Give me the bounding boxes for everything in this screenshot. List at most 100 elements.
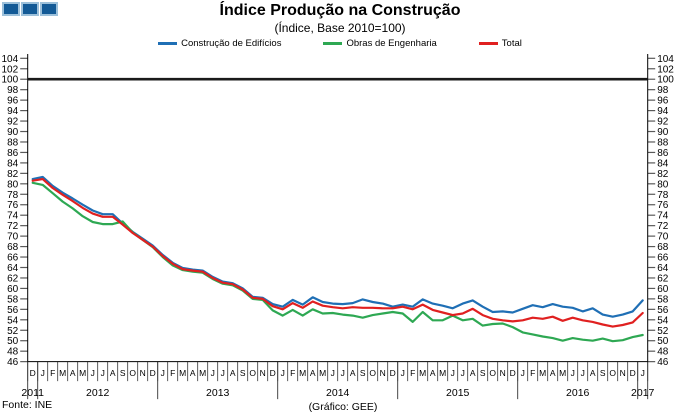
y-tick-label: 60 xyxy=(7,284,19,295)
y-tick-label: 56 xyxy=(7,305,19,316)
line-swatch-icon xyxy=(478,42,498,45)
month-label: O xyxy=(129,368,136,378)
y-tick-label: 48 xyxy=(7,347,19,358)
y-tick-label: 70 xyxy=(7,232,19,243)
y-tick-label: 72 xyxy=(7,221,19,232)
y-tick-label: 96 xyxy=(657,96,669,107)
y-tick-label: 46 xyxy=(657,357,669,368)
year-label: 2013 xyxy=(206,387,230,399)
month-label: D xyxy=(390,368,396,378)
y-tick-label: 84 xyxy=(657,158,669,169)
month-label: A xyxy=(230,368,236,378)
y-tick-label: 48 xyxy=(657,347,669,358)
y-tick-label: 82 xyxy=(7,169,19,180)
year-label: 2014 xyxy=(326,387,350,399)
y-tick-label: 88 xyxy=(657,137,669,148)
month-label: J xyxy=(91,368,95,378)
y-tick-label: 74 xyxy=(7,211,19,222)
logo-square-icon xyxy=(40,2,58,16)
month-label: S xyxy=(480,368,486,378)
logo-square-icon xyxy=(21,2,39,16)
month-label: J xyxy=(521,368,525,378)
y-tick-label: 82 xyxy=(657,169,669,180)
y-tick-label: 56 xyxy=(657,305,669,316)
month-label: A xyxy=(430,368,436,378)
month-label: A xyxy=(70,368,76,378)
y-tick-label: 90 xyxy=(7,127,19,138)
legend-item-total: Total xyxy=(478,38,522,49)
month-label: O xyxy=(609,368,616,378)
y-tick-label: 74 xyxy=(657,211,669,222)
month-label: D xyxy=(30,368,36,378)
y-tick-label: 66 xyxy=(657,253,669,264)
series-line-constru-o-de-edif-cios xyxy=(31,175,644,318)
y-tick-label: 68 xyxy=(657,242,669,253)
y-tick-label: 102 xyxy=(2,64,19,75)
month-label: F xyxy=(170,368,175,378)
y-tick-label: 58 xyxy=(657,294,669,305)
y-tick-label: 78 xyxy=(7,190,19,201)
year-label: 2017 xyxy=(631,387,655,399)
month-label: J xyxy=(461,368,465,378)
month-label: J xyxy=(211,368,215,378)
source-note: Fonte: INE xyxy=(2,399,53,411)
month-label: J xyxy=(161,368,165,378)
y-tick-label: 92 xyxy=(7,117,19,128)
month-label: J xyxy=(341,368,345,378)
month-label: M xyxy=(319,368,326,378)
y-tick-label: 94 xyxy=(657,106,669,117)
line-swatch-icon xyxy=(158,42,178,45)
y-tick-label: 54 xyxy=(7,315,19,326)
y-tick-label: 102 xyxy=(657,64,674,75)
y-tick-label: 50 xyxy=(7,336,19,347)
month-label: M xyxy=(539,368,546,378)
y-tick-label: 94 xyxy=(7,106,19,117)
month-label: M xyxy=(199,368,206,378)
month-label: O xyxy=(369,368,376,378)
month-label: J xyxy=(641,368,645,378)
y-tick-label: 50 xyxy=(657,336,669,347)
month-label: O xyxy=(249,368,256,378)
y-tick-label: 62 xyxy=(657,273,669,284)
month-label: F xyxy=(410,368,415,378)
month-label: J xyxy=(221,368,225,378)
month-label: D xyxy=(150,368,156,378)
chart-title: Índice Produção na Construção xyxy=(219,2,461,19)
month-label: N xyxy=(140,368,146,378)
y-tick-label: 46 xyxy=(7,357,19,368)
month-label: M xyxy=(59,368,66,378)
legend-item-engenharia: Obras de Engenharia xyxy=(323,38,437,49)
month-label: J xyxy=(451,368,455,378)
y-tick-label: 96 xyxy=(7,96,19,107)
y-tick-label: 90 xyxy=(657,127,669,138)
y-tick-label: 76 xyxy=(7,200,19,211)
y-tick-label: 98 xyxy=(7,85,19,96)
y-tick-label: 72 xyxy=(657,221,669,232)
credit-note: (Gráfico: GEE) xyxy=(308,401,378,413)
y-tick-label: 86 xyxy=(657,148,669,159)
month-label: F xyxy=(530,368,535,378)
month-label: S xyxy=(360,368,366,378)
y-tick-label: 76 xyxy=(657,200,669,211)
year-label: 2012 xyxy=(86,387,110,399)
month-label: A xyxy=(310,368,316,378)
month-label: F xyxy=(50,368,55,378)
month-label: D xyxy=(510,368,516,378)
y-tick-label: 64 xyxy=(657,263,669,274)
gee-logo xyxy=(2,2,58,16)
y-tick-label: 86 xyxy=(7,148,19,159)
month-label: F xyxy=(290,368,295,378)
month-label: N xyxy=(260,368,266,378)
year-label: 2011 xyxy=(21,387,44,399)
month-label: D xyxy=(630,368,636,378)
y-tick-label: 98 xyxy=(657,85,669,96)
y-tick-label: 58 xyxy=(7,294,19,305)
month-label: M xyxy=(299,368,306,378)
y-tick-label: 80 xyxy=(7,179,19,190)
month-label: A xyxy=(550,368,556,378)
month-label: J xyxy=(101,368,105,378)
y-tick-label: 104 xyxy=(657,54,674,65)
y-tick-label: 70 xyxy=(657,232,669,243)
legend-label: Total xyxy=(501,38,522,49)
